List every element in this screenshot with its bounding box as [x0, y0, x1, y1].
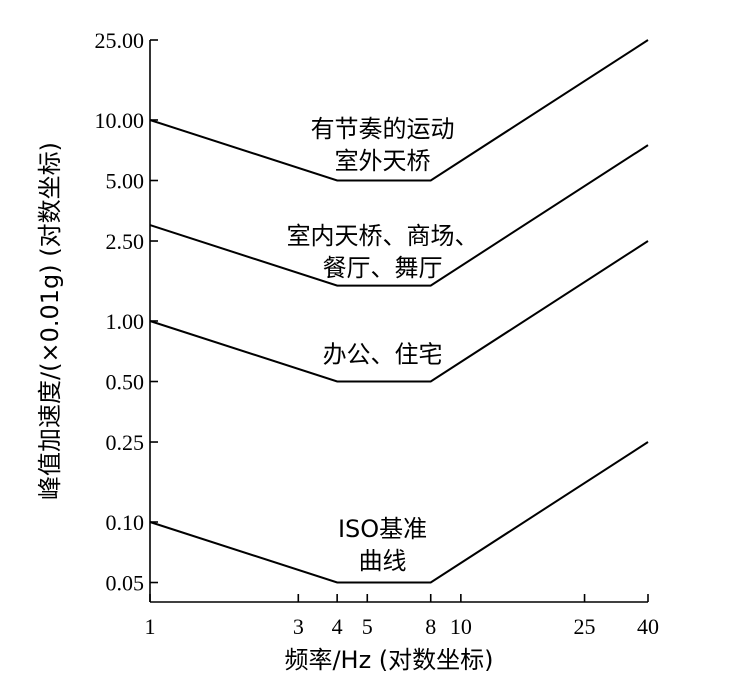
series-label-1: 室内天桥、商场、 [287, 222, 479, 250]
y-tick-label: 25.00 [95, 28, 145, 53]
y-tick-label: 0.10 [106, 510, 145, 535]
y-tick-label: 0.50 [106, 370, 145, 395]
series-line-3 [149, 441, 649, 584]
series-label-2: 办公、住宅 [323, 341, 443, 369]
y-tick-label: 5.00 [106, 169, 145, 194]
y-tick-label: 1.00 [106, 309, 145, 334]
x-tick-label: 8 [425, 614, 436, 639]
series-label-3: 曲线 [359, 547, 407, 575]
y-tick-label: 0.25 [106, 430, 145, 455]
y-tick-label: 10.00 [95, 108, 145, 133]
x-tick-label: 1 [145, 614, 156, 639]
axes: 1 3 4 5 8 10 25 40 0.05 0.10 0.25 0.50 1.00 2.50 5.00 1… [95, 28, 660, 639]
y-tick-label: 0.05 [106, 571, 145, 596]
x-tick-label: 5 [362, 614, 373, 639]
y-tick-label: 2.50 [106, 229, 145, 254]
x-axis-title: 频率/Hz (对数坐标) [284, 646, 493, 674]
series-line-2 [149, 240, 649, 383]
x-tick-label: 4 [332, 614, 343, 639]
x-tick-label: 40 [637, 614, 659, 639]
y-axis-title: 峰值加速度/(×0.01g) (对数坐标) [36, 142, 64, 500]
x-tick-label: 10 [450, 614, 472, 639]
series-lines [149, 39, 649, 584]
x-tick-label: 3 [293, 614, 304, 639]
series-line-1 [149, 144, 649, 287]
x-tick-label: 25 [574, 614, 596, 639]
series-label-0: 室外天桥 [335, 147, 431, 175]
series-label-3: ISO基准 [338, 515, 427, 543]
series-label-1: 餐厅、舞厅 [323, 254, 443, 282]
series-label-0: 有节奏的运动 [311, 115, 455, 143]
series-line-0 [149, 39, 649, 182]
